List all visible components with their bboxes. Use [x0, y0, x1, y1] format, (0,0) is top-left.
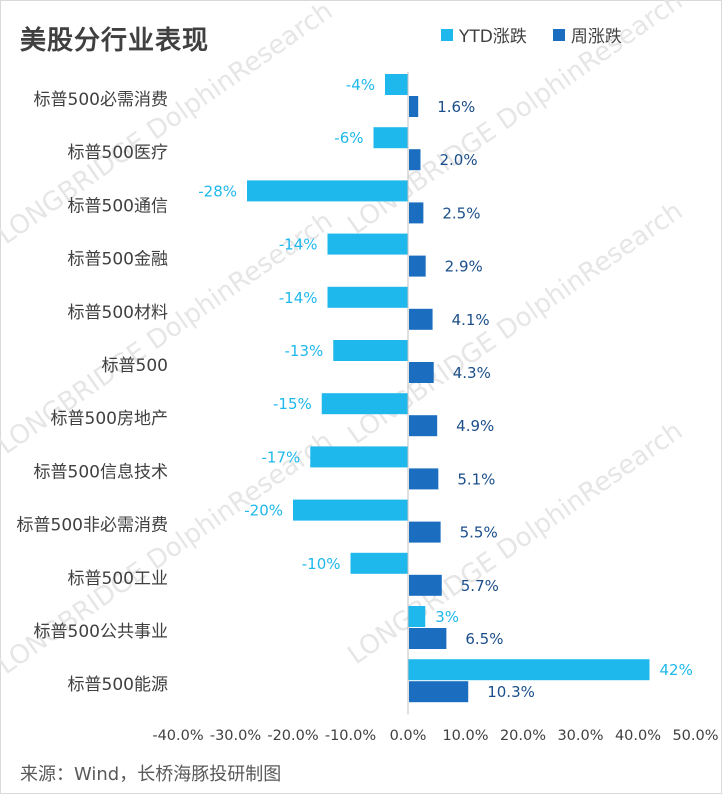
weekly-bar	[409, 521, 441, 543]
ytd-bar	[293, 499, 408, 521]
x-tick-label: -10.0%	[325, 728, 376, 744]
ytd-data-label: 42%	[660, 661, 693, 679]
ytd-bar	[310, 446, 408, 468]
legend-item-weekly: 周涨跌	[552, 22, 622, 47]
category-label: 标普500必需消费	[34, 90, 168, 110]
category-label: 标普500金融	[68, 250, 168, 270]
ytd-data-label: -15%	[273, 395, 312, 413]
category-label: 标普500能源	[68, 675, 168, 695]
ytd-bar	[385, 74, 408, 95]
legend-label-ytd: YTD涨跌	[459, 27, 527, 47]
weekly-data-label: 5.1%	[457, 470, 495, 488]
weekly-data-label: 5.5%	[460, 524, 498, 542]
ytd-bar	[321, 393, 408, 415]
ytd-data-label: -14%	[279, 236, 318, 254]
category-label: 标普500	[102, 356, 168, 376]
ytd-data-label: 3%	[435, 608, 459, 626]
x-tick-label: -40.0%	[152, 728, 203, 744]
weekly-bar	[409, 202, 424, 224]
ytd-data-label: -10%	[302, 555, 341, 573]
ytd-data-label: -13%	[284, 342, 323, 360]
x-tick-label: 10.0%	[442, 728, 488, 744]
category-label: 标普500信息技术	[34, 462, 168, 482]
ytd-bar	[408, 659, 650, 681]
ytd-bar	[333, 340, 408, 361]
category-label: 标普500工业	[68, 569, 168, 589]
ytd-bar	[247, 180, 408, 202]
watermark-text: LONGBRIDGE DolphinResearch	[0, 0, 338, 251]
x-tick-label: 0.0%	[390, 728, 427, 744]
category-label: 标普500非必需消费	[17, 516, 168, 536]
chart-title: 美股分行业表现	[20, 26, 210, 56]
legend-swatch-ytd	[441, 28, 453, 41]
weekly-bar	[409, 574, 442, 596]
weekly-bar	[409, 415, 438, 437]
weekly-data-label: 1.6%	[437, 98, 475, 116]
weekly-bar	[409, 362, 434, 383]
x-tick-label: -20.0%	[267, 728, 318, 744]
weekly-bar	[409, 628, 447, 649]
watermark-text: LONGBRIDGE DolphinResearch	[343, 0, 689, 241]
legend-label-weekly: 周涨跌	[570, 27, 622, 47]
ytd-bar	[350, 552, 408, 574]
weekly-bar	[409, 149, 421, 171]
category-label: 标普500通信	[68, 196, 168, 216]
ytd-data-label: -14%	[279, 289, 318, 307]
ytd-bar	[327, 233, 408, 255]
weekly-bar	[409, 96, 419, 117]
ytd-bar	[373, 127, 408, 149]
category-label: 标普500房地产	[51, 409, 168, 429]
legend-swatch-weekly	[552, 28, 565, 41]
ytd-data-label: -28%	[198, 182, 237, 200]
category-label: 标普500医疗	[68, 143, 168, 163]
ytd-bar	[327, 286, 408, 308]
weekly-bar	[409, 255, 426, 277]
weekly-data-label: 6.5%	[465, 630, 503, 648]
ytd-data-label: -20%	[244, 502, 283, 520]
ytd-data-label: -6%	[334, 129, 363, 147]
x-tick-label: -30.0%	[210, 728, 261, 744]
ytd-bar	[408, 606, 426, 627]
x-tick-label: 50.0%	[672, 728, 718, 744]
weekly-data-label: 2.5%	[442, 204, 480, 222]
weekly-data-label: 4.9%	[456, 417, 494, 435]
legend-item-ytd: YTD涨跌	[441, 22, 527, 47]
weekly-data-label: 5.7%	[461, 577, 499, 595]
category-label: 标普500材料	[68, 303, 168, 323]
weekly-data-label: 4.1%	[452, 311, 490, 329]
x-tick-label: 20.0%	[500, 728, 546, 744]
weekly-bar	[409, 308, 433, 330]
weekly-bar	[409, 681, 469, 703]
weekly-bar	[409, 468, 439, 490]
x-tick-label: 30.0%	[557, 728, 603, 744]
weekly-data-label: 2.9%	[445, 258, 483, 276]
category-label: 标普500公共事业	[34, 622, 168, 642]
source-note: 来源：Wind，长桥海豚投研制图	[20, 764, 282, 785]
weekly-data-label: 2.0%	[440, 151, 478, 169]
weekly-data-label: 10.3%	[487, 683, 535, 701]
ytd-data-label: -17%	[261, 448, 300, 466]
chart-legend: YTD涨跌 周涨跌	[441, 22, 648, 47]
weekly-data-label: 4.3%	[453, 364, 491, 382]
ytd-data-label: -4%	[346, 76, 375, 94]
x-tick-label: 40.0%	[615, 728, 661, 744]
